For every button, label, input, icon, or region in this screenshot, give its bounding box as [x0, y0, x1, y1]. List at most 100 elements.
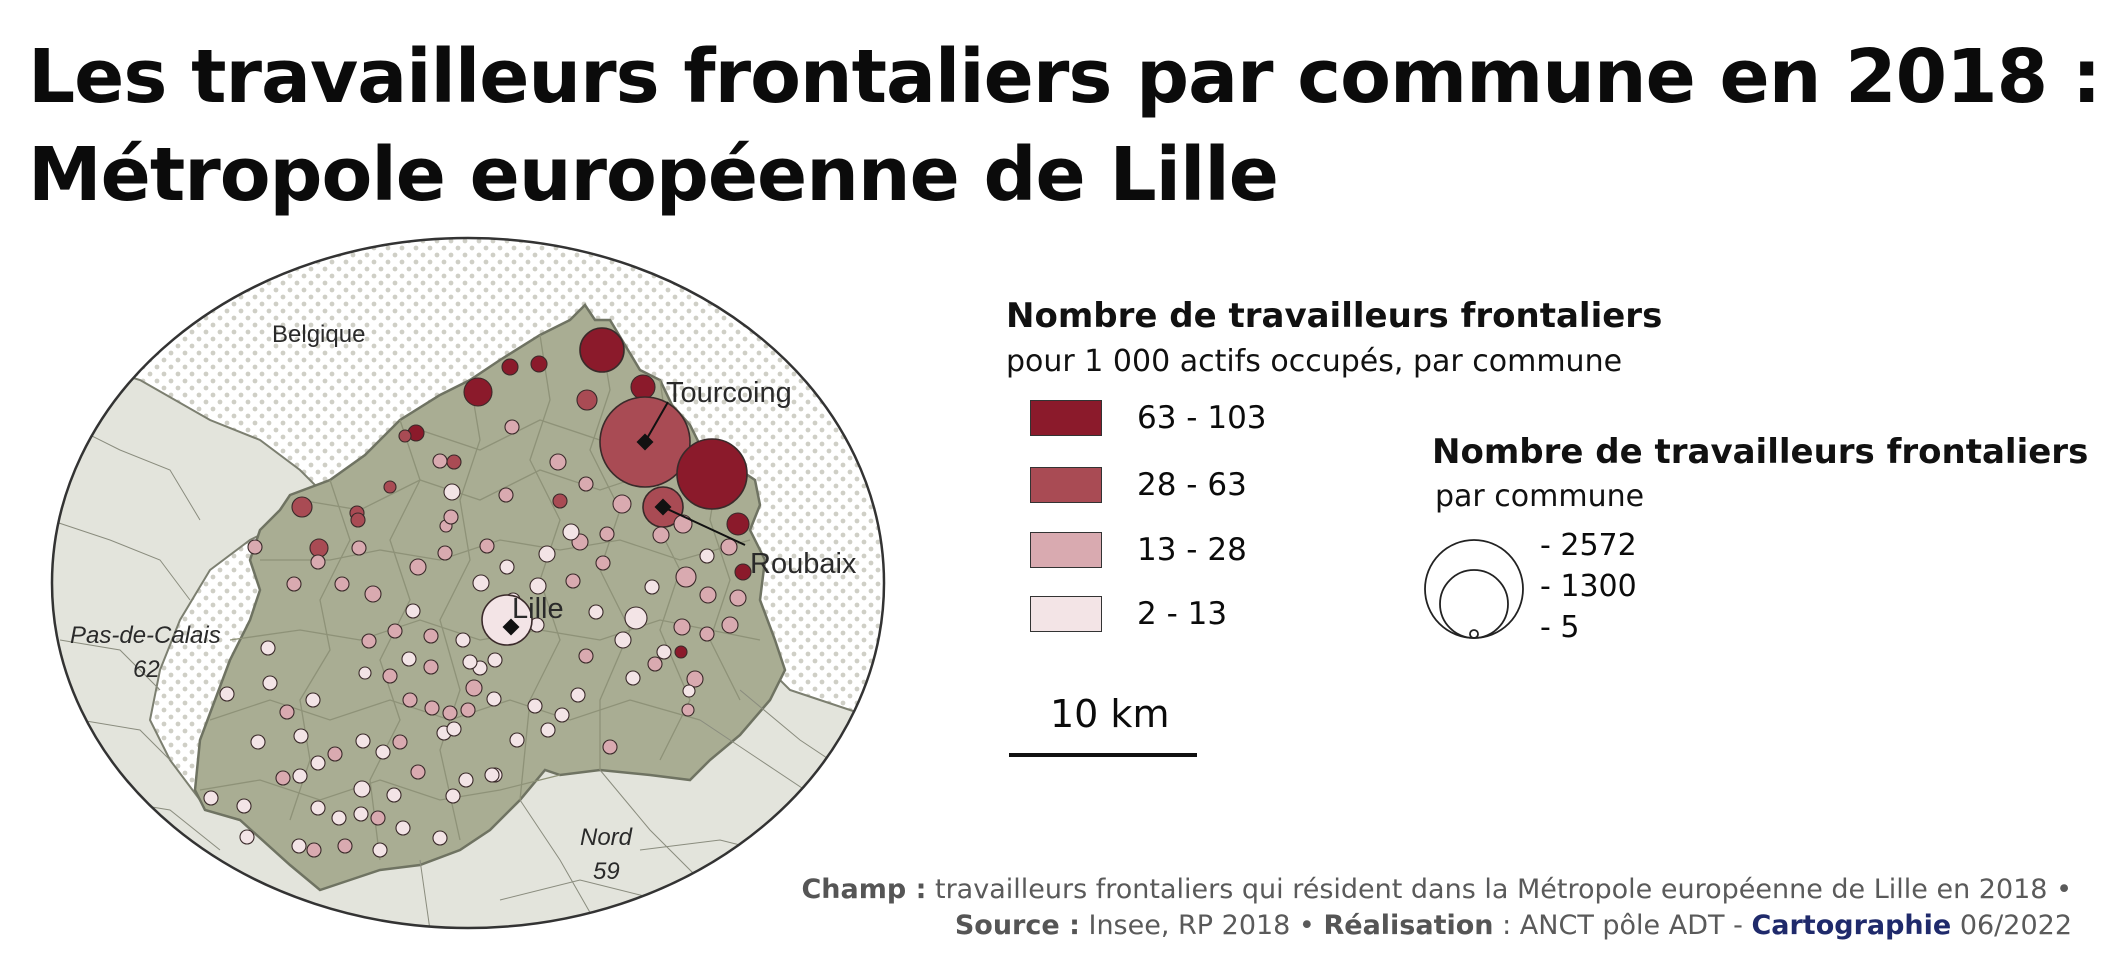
- commune-circle: [630, 374, 656, 400]
- footer-source-label: Source :: [954, 910, 1080, 941]
- commune-circle: [484, 767, 500, 783]
- commune-circle: [579, 327, 625, 373]
- commune-circle: [409, 558, 427, 576]
- commune-circle: [334, 576, 350, 592]
- commune-circle: [578, 476, 594, 492]
- commune-circle: [565, 573, 581, 589]
- commune-circle: [501, 358, 519, 376]
- legend-circle-5: [1469, 629, 1479, 639]
- commune-circle: [327, 746, 343, 762]
- commune-circle: [479, 538, 495, 554]
- commune-circle: [358, 666, 372, 680]
- commune-circle: [443, 509, 459, 525]
- commune-circle: [734, 563, 752, 581]
- choropleth-legend-subtitle: pour 1 000 actifs occupés, par commune: [1006, 344, 1623, 379]
- legend-circle-2572: [1424, 539, 1524, 639]
- commune-circle: [481, 594, 533, 646]
- footer-cartographie-label: Cartographie: [1751, 910, 1952, 941]
- commune-circle: [432, 453, 448, 469]
- commune-circle: [350, 512, 366, 528]
- commune-circle: [499, 559, 515, 575]
- commune-circle: [562, 523, 580, 541]
- commune-circle: [487, 652, 503, 668]
- commune-circle: [402, 692, 418, 708]
- proportional-label-5: - 5: [1540, 610, 1580, 645]
- commune-circle: [279, 704, 295, 720]
- commune-circle: [260, 640, 276, 656]
- commune-circle: [203, 790, 219, 806]
- choropleth-legend-title: Nombre de travailleurs frontaliers: [1006, 296, 1663, 336]
- commune-circle: [310, 800, 326, 816]
- commune-circle: [656, 644, 672, 660]
- commune-circle: [361, 633, 377, 649]
- commune-circle: [465, 679, 483, 697]
- commune-circle: [353, 806, 369, 822]
- commune-circle: [291, 838, 307, 854]
- footer-source-text: Insee, RP 2018 •: [1088, 910, 1315, 941]
- footer-source: Source : Insee, RP 2018 • Réalisation : …: [955, 910, 2072, 941]
- legend-swatch-4: [1030, 596, 1102, 632]
- commune-circle: [614, 631, 632, 649]
- commune-circle: [306, 842, 322, 858]
- commune-circle: [673, 618, 691, 636]
- commune-circle: [423, 659, 439, 675]
- commune-circle: [446, 721, 462, 737]
- map-frame-ellipse: [50, 236, 886, 930]
- commune-circle: [540, 722, 556, 738]
- commune-circle: [370, 810, 386, 826]
- commune-circle: [498, 487, 514, 503]
- commune-circle: [599, 526, 615, 542]
- pas-de-calais-code: 62: [133, 656, 160, 683]
- commune-circle: [401, 651, 417, 667]
- footer-date: 06/2022: [1959, 910, 2072, 941]
- commune-circle: [355, 733, 371, 749]
- commune-circle: [486, 691, 502, 707]
- commune-circle: [458, 772, 474, 788]
- commune-circle: [247, 539, 263, 555]
- footer-realisation-text: : ANCT pôle ADT -: [1502, 910, 1743, 941]
- commune-circle: [625, 670, 641, 686]
- commune-circle: [337, 838, 353, 854]
- commune-circle: [293, 728, 309, 744]
- commune-circle: [699, 548, 715, 564]
- commune-circle: [681, 703, 695, 717]
- commune-circle: [455, 632, 471, 648]
- commune-circle: [624, 606, 648, 630]
- commune-circle: [398, 429, 412, 443]
- lille-marker: [502, 618, 520, 636]
- lille-label: Lille: [512, 593, 564, 625]
- commune-circle: [549, 453, 567, 471]
- commune-circle: [383, 480, 397, 494]
- commune-circle: [445, 788, 461, 804]
- commune-circle: [674, 645, 688, 659]
- commune-circle: [675, 566, 697, 588]
- commune-circle: [721, 616, 739, 634]
- nord-label: Nord: [580, 824, 633, 851]
- commune-circle: [236, 798, 252, 814]
- commune-circle: [699, 586, 717, 604]
- proportional-label-2572: - 2572: [1540, 528, 1637, 563]
- pas-de-calais-label: Pas-de-Calais: [70, 622, 221, 649]
- commune-circle: [686, 670, 704, 688]
- roubaix-marker: [654, 498, 672, 516]
- commune-circle: [392, 734, 408, 750]
- commune-circle: [382, 668, 398, 684]
- commune-circle: [446, 454, 462, 470]
- commune-circle: [372, 842, 388, 858]
- commune-circle: [647, 656, 663, 672]
- commune-circle: [432, 830, 448, 846]
- footer-realisation-label: Réalisation: [1323, 910, 1494, 941]
- commune-circle: [602, 739, 618, 755]
- proportional-legend-subtitle: par commune: [1435, 479, 1645, 514]
- title-line-2: Métropole européenne de Lille: [28, 132, 1279, 218]
- map-title: Les travailleurs frontaliers par commune…: [28, 28, 2101, 224]
- commune-circle: [652, 526, 670, 544]
- commune-circle: [472, 574, 490, 592]
- commune-circle: [530, 355, 548, 373]
- commune-circle: [410, 764, 426, 780]
- commune-circle: [291, 496, 313, 518]
- commune-circle: [726, 512, 750, 536]
- commune-circle: [423, 628, 439, 644]
- legend-label-3: 13 - 28: [1137, 532, 1247, 568]
- legend-label-4: 2 - 13: [1137, 596, 1228, 632]
